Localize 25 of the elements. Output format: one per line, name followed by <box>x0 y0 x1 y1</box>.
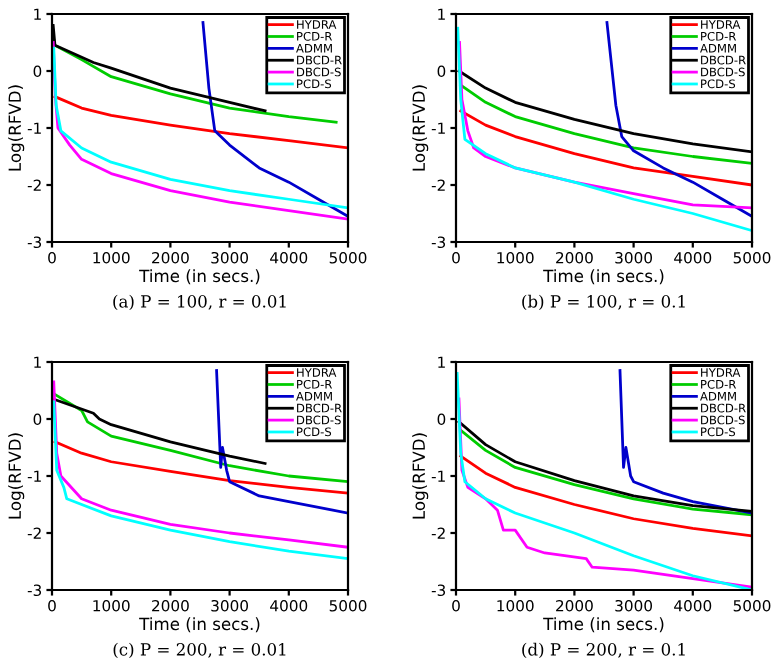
text: (c) P = 200, r = 0.01 <box>113 642 286 659</box>
text: (a) P = 100, r = 0.01 <box>113 294 286 311</box>
line-series <box>456 26 752 232</box>
line-series <box>618 369 752 515</box>
line-series <box>53 95 348 150</box>
line-series <box>52 380 348 549</box>
line-series <box>52 391 348 484</box>
line-series <box>605 21 752 218</box>
text: (d) P = 200, r = 0.1 <box>522 642 685 659</box>
line-series <box>52 400 348 561</box>
line-series <box>459 83 752 165</box>
line-series <box>459 109 752 187</box>
line-series <box>459 454 752 538</box>
line-series <box>215 369 348 515</box>
y-axis-title: Log(RFVD) <box>412 85 429 171</box>
line-series <box>53 440 348 495</box>
y-axis-title: Log(RFVD) <box>8 85 25 171</box>
x-axis-title: Time (in secs.) <box>139 617 260 633</box>
line-series <box>201 21 348 218</box>
x-axis-title: Time (in secs.) <box>139 269 260 285</box>
y-axis-title: Log(RFVD) <box>8 433 25 519</box>
y-axis-title: Log(RFVD) <box>412 433 429 519</box>
x-axis-title: Time (in secs.) <box>543 617 664 633</box>
x-axis-title: Time (in secs.) <box>543 269 664 285</box>
text: (b) P = 100, r = 0.1 <box>522 294 685 311</box>
